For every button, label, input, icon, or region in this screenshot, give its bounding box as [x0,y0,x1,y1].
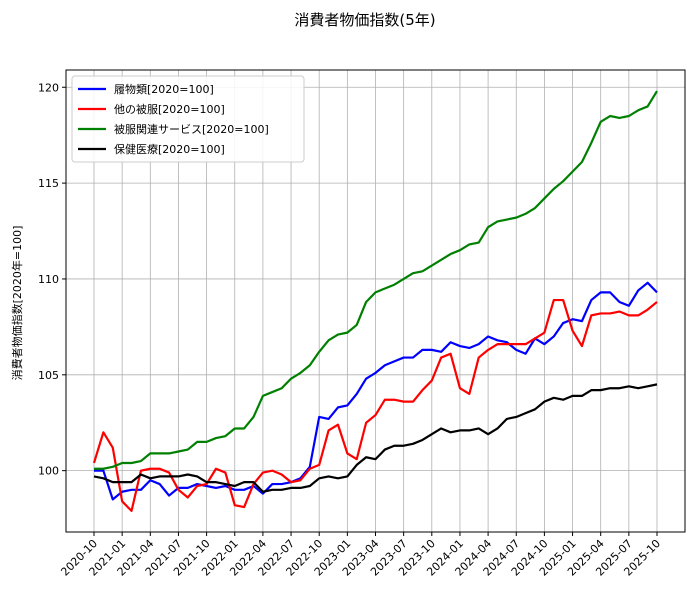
y-tick-label: 120 [38,81,59,94]
series-line-1 [92,298,658,513]
series-group [92,90,658,513]
y-ticks: 100 105 110 115 120 [38,81,66,478]
series-line-0 [94,281,658,501]
y-tick-label: 105 [38,369,59,382]
legend: 履物類[2020=100] 他の被服[2020=100] 被服関連サービス[2020… [71,75,305,163]
y-tick-label: 100 [38,465,59,478]
legend-box [71,75,305,163]
legend-label-3: 保健医療[2020=100] [114,142,225,156]
chart-title: 消費者物価指数(5年) [294,11,435,29]
y-tick-label: 110 [38,273,59,286]
y-axis-label: 消費者物価指数[2020年=100] [10,226,24,381]
legend-label-1: 他の被服[2020=100] [114,103,225,116]
y-tick-label: 115 [38,177,59,190]
series-line-2 [94,90,658,470]
legend-label-0: 履物類[2020=100] [114,82,214,96]
legend-label-2: 被服関連サービス[2020=100] [114,122,269,136]
series-line-3 [93,383,658,493]
